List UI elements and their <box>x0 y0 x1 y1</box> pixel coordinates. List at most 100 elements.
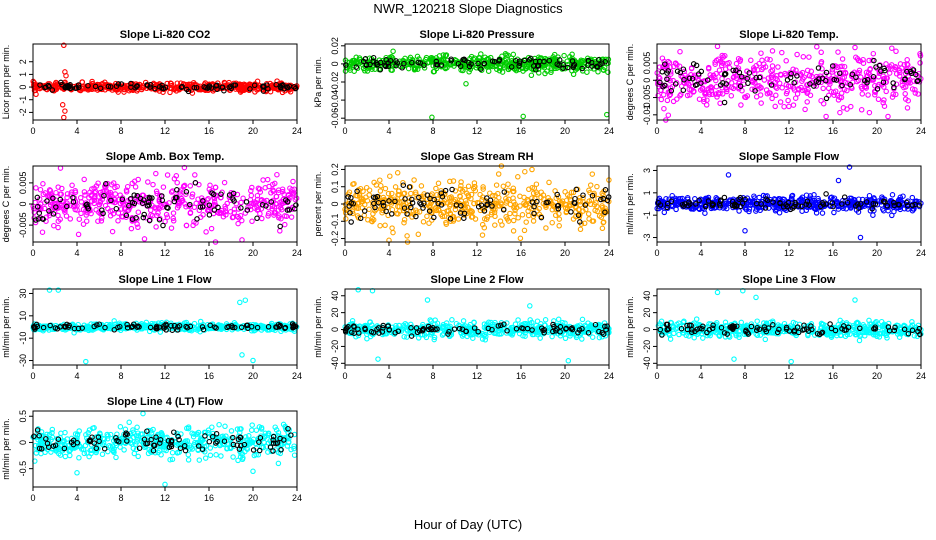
data-point <box>792 95 799 101</box>
data-point <box>861 84 868 90</box>
data-point <box>351 57 358 64</box>
data-point <box>880 73 886 79</box>
reference-point <box>768 82 775 88</box>
data-point <box>661 105 667 112</box>
data-point <box>664 97 671 104</box>
reference-point <box>213 83 219 89</box>
y-tick-label: -0.04 <box>330 90 340 111</box>
reference-point <box>205 85 211 91</box>
chart-title: Slope Li-820 Temp. <box>739 29 838 41</box>
x-tick-label: 8 <box>118 248 123 258</box>
reference-point <box>284 84 290 90</box>
data-point <box>115 89 121 95</box>
data-point <box>248 192 255 199</box>
data-point <box>83 218 90 224</box>
data-point <box>819 66 825 72</box>
data-point <box>290 178 296 185</box>
data-point <box>808 68 815 75</box>
data-point <box>782 70 788 77</box>
data-point <box>378 182 384 189</box>
reference-point <box>481 61 487 67</box>
reference-point <box>438 62 445 68</box>
data-point <box>688 65 695 72</box>
x-tick-label: 12 <box>160 248 170 258</box>
y-tick-label: -2 <box>18 108 28 116</box>
y-tick-label: 0 <box>330 61 340 66</box>
data-point <box>449 317 455 323</box>
data-point <box>466 69 472 75</box>
reference-point <box>589 63 595 69</box>
data-point <box>550 54 556 60</box>
data-point <box>724 88 730 95</box>
data-point <box>32 199 38 206</box>
reference-point <box>693 62 700 69</box>
data-point <box>221 79 228 86</box>
data-point <box>713 77 719 84</box>
reference-point <box>383 63 389 70</box>
data-point <box>420 219 427 225</box>
data-point <box>546 179 552 186</box>
data-point <box>183 222 190 229</box>
x-tick-label: 12 <box>160 371 170 381</box>
reference-point <box>97 85 104 92</box>
data-point <box>523 219 529 225</box>
data-point <box>786 103 792 110</box>
reference-point <box>67 85 74 91</box>
data-point <box>755 67 761 73</box>
data-point <box>349 57 356 64</box>
data-point <box>761 77 768 83</box>
data-point <box>168 80 175 87</box>
data-point <box>893 48 899 55</box>
data-point <box>433 185 439 192</box>
x-tick-label: 4 <box>74 126 79 136</box>
data-point <box>383 54 389 61</box>
y-axis-label: ml/min per min. <box>625 173 635 235</box>
reference-point <box>791 80 797 86</box>
data-points <box>342 287 612 364</box>
data-point <box>282 221 288 228</box>
reference-point <box>680 87 687 93</box>
data-point <box>842 69 849 76</box>
data-point <box>866 192 873 199</box>
data-point <box>585 211 592 217</box>
data-point <box>241 81 247 87</box>
data-point <box>793 67 799 74</box>
data-point <box>519 212 526 218</box>
reference-point <box>873 64 879 70</box>
reference-point <box>870 74 877 80</box>
reference-point <box>571 61 578 68</box>
data-point <box>343 64 349 71</box>
data-point <box>428 55 434 61</box>
outlier-point <box>529 166 535 173</box>
reference-point <box>723 81 729 87</box>
reference-point <box>546 57 553 64</box>
y-axis-label: percent per min. <box>313 171 323 236</box>
reference-point <box>839 82 845 89</box>
outlier-point <box>852 44 858 51</box>
x-tick-label: 8 <box>742 126 747 136</box>
data-point <box>415 231 422 238</box>
y-axis-label: degrees C per min. <box>1 166 11 243</box>
data-point <box>820 85 826 92</box>
data-point <box>891 208 897 215</box>
reference-point <box>247 86 253 92</box>
data-point <box>726 65 733 71</box>
data-point <box>787 69 793 76</box>
x-tick-label: 12 <box>472 126 482 136</box>
data-point <box>97 83 104 90</box>
data-point <box>31 85 38 91</box>
data-points <box>654 164 924 241</box>
reference-point <box>595 57 602 63</box>
reference-point <box>385 60 392 66</box>
data-point <box>773 92 779 99</box>
data-point <box>577 226 584 233</box>
data-point <box>767 56 773 63</box>
reference-point <box>185 88 192 95</box>
data-point <box>596 334 603 341</box>
y-tick-label: 0 <box>642 78 652 83</box>
reference-point <box>657 79 663 86</box>
data-point <box>883 88 889 95</box>
data-point <box>825 85 832 92</box>
data-point <box>389 206 396 213</box>
